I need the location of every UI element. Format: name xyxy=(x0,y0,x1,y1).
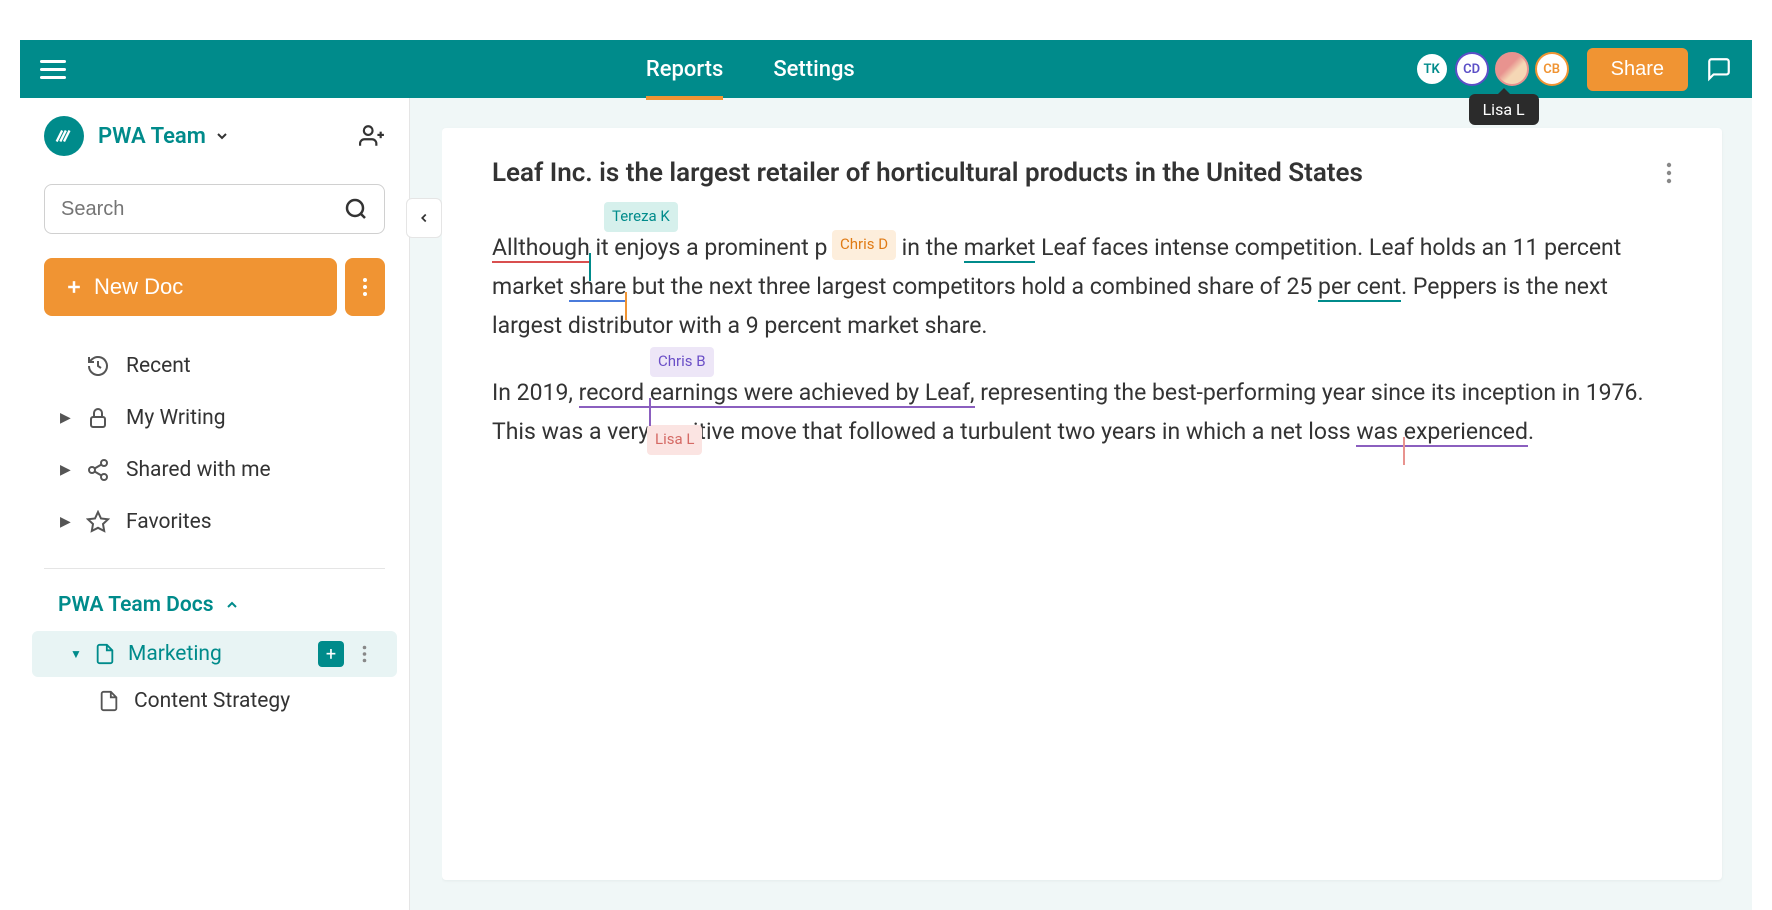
section-team-docs[interactable]: PWA Team Docs xyxy=(20,579,409,631)
text-span: in the xyxy=(896,234,964,261)
new-doc-menu-button[interactable] xyxy=(345,258,385,316)
team-name-label: PWA Team xyxy=(98,124,206,149)
document-body[interactable]: Tereza K Chris D Allthough it enjoys a p… xyxy=(492,228,1672,451)
search-box[interactable] xyxy=(44,184,385,234)
text-span: earnings were achieved by Leaf, xyxy=(650,379,975,408)
text-span: record xyxy=(579,379,650,408)
text-span: per cent xyxy=(1318,273,1401,302)
chevron-down-icon xyxy=(214,128,230,144)
nav-my-writing[interactable]: ▶ My Writing xyxy=(20,392,409,444)
share-button[interactable]: Share xyxy=(1587,48,1688,91)
history-icon xyxy=(86,354,110,378)
team-header: PWA Team xyxy=(20,98,409,174)
tab-settings[interactable]: Settings xyxy=(773,43,854,96)
dots-vertical-icon xyxy=(362,645,367,663)
dots-vertical-icon xyxy=(1666,162,1672,184)
text-span: market xyxy=(964,234,1036,263)
caret-down-icon: ▼ xyxy=(70,647,82,661)
text-span: it enjoys a prominent p xyxy=(590,234,828,261)
avatar-tooltip: Lisa L xyxy=(1469,94,1539,125)
sidebar: PWA Team New Doc xyxy=(20,98,410,910)
text-span: but the next three largest competitors h… xyxy=(626,273,1318,300)
chevron-left-icon xyxy=(417,211,431,225)
add-doc-button[interactable]: + xyxy=(318,641,344,667)
new-doc-button[interactable]: New Doc xyxy=(44,258,337,316)
text-span: his was a very positive move that follow… xyxy=(506,418,1357,445)
nav-label: Favorites xyxy=(126,510,212,534)
user-tag: Lisa L xyxy=(647,425,702,455)
text-span: Allthough xyxy=(492,234,590,263)
nav-shared[interactable]: ▶ Shared with me xyxy=(20,444,409,496)
tab-reports[interactable]: Reports xyxy=(646,43,723,96)
text-span: . xyxy=(1528,418,1534,445)
hamburger-menu-icon[interactable] xyxy=(40,60,66,79)
user-tag: Chris B xyxy=(650,347,714,377)
dots-vertical-icon xyxy=(362,277,368,297)
section-label: PWA Team Docs xyxy=(58,593,214,617)
folder-marketing[interactable]: ▼ Marketing + xyxy=(32,631,397,677)
text-span: experienced xyxy=(1404,418,1528,447)
user-tag: Chris D xyxy=(832,230,896,260)
nav-label: Shared with me xyxy=(126,458,271,482)
avatar[interactable]: CB xyxy=(1535,52,1569,86)
search-input[interactable] xyxy=(61,198,344,221)
new-doc-label: New Doc xyxy=(94,274,183,300)
top-nav: Reports Settings xyxy=(86,43,1415,96)
document-title[interactable]: Leaf Inc. is the largest retailer of hor… xyxy=(492,158,1666,188)
avatar[interactable]: TK xyxy=(1415,52,1449,86)
text-span: representing the best-performing year si… xyxy=(975,379,1625,406)
document-icon xyxy=(98,690,120,712)
chevron-up-icon xyxy=(224,597,240,613)
avatar[interactable] xyxy=(1495,52,1529,86)
add-user-icon[interactable] xyxy=(359,123,385,149)
search-icon xyxy=(344,197,368,221)
document-editor[interactable]: Leaf Inc. is the largest retailer of hor… xyxy=(442,128,1722,880)
plus-icon xyxy=(64,277,84,297)
document-menu-button[interactable] xyxy=(1666,162,1672,184)
nav-label: Recent xyxy=(126,354,191,378)
share-icon xyxy=(86,458,110,482)
nav-recent[interactable]: Recent xyxy=(20,340,409,392)
doc-content-strategy[interactable]: Content Strategy xyxy=(20,677,409,725)
team-logo-icon xyxy=(44,116,84,156)
presence-avatars: TK CD CB Lisa L xyxy=(1415,52,1569,86)
lock-icon xyxy=(86,406,110,430)
folder-label: Marketing xyxy=(128,642,222,666)
document-icon xyxy=(94,643,116,665)
divider xyxy=(44,568,385,569)
collapse-sidebar-button[interactable] xyxy=(406,198,442,238)
team-selector[interactable]: PWA Team xyxy=(98,124,345,149)
doc-label: Content Strategy xyxy=(134,689,290,713)
nav-favorites[interactable]: ▶ Favorites xyxy=(20,496,409,548)
text-span: In 2019, xyxy=(492,379,579,406)
folder-menu-button[interactable] xyxy=(356,645,373,663)
text-span: was xyxy=(1356,418,1403,447)
avatar[interactable]: CD xyxy=(1455,52,1489,86)
text-span: share xyxy=(569,273,626,302)
nav-label: My Writing xyxy=(126,406,225,430)
star-icon xyxy=(86,510,110,534)
chat-icon[interactable] xyxy=(1706,56,1732,82)
user-tag: Tereza K xyxy=(604,202,678,232)
top-bar: Reports Settings TK CD CB Lisa L Share xyxy=(20,40,1752,98)
